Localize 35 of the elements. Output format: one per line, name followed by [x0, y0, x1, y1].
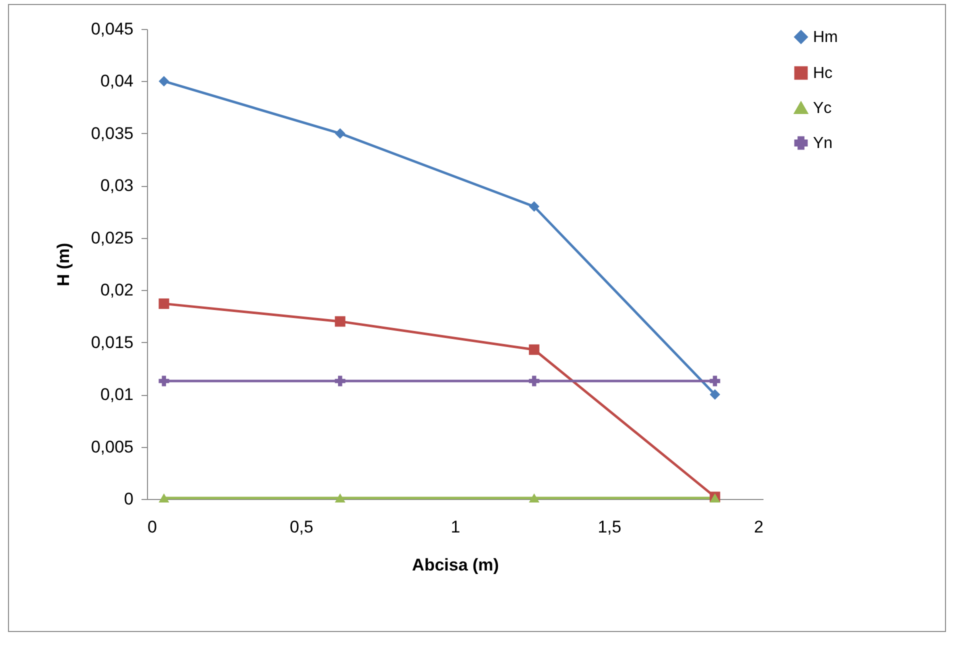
x-tick-label: 1: [450, 518, 460, 536]
point: [334, 128, 346, 139]
y-tick-label: 0,045: [90, 20, 134, 38]
point: [158, 376, 170, 386]
y-tick-label: 0,015: [90, 332, 134, 352]
point: [334, 493, 346, 502]
legend-label: Hm: [813, 29, 838, 46]
legend-label: Yc: [813, 100, 832, 117]
point: [158, 76, 170, 86]
point: [528, 201, 540, 212]
legend-label: Hc: [813, 65, 833, 82]
x-axis-title: Abcisa (m): [412, 556, 499, 574]
legend-label: Yn: [813, 135, 833, 152]
point: [334, 376, 346, 386]
x-tick-label: 1,5: [598, 518, 622, 536]
y-tick-label: 0,03: [100, 176, 134, 196]
x-tick-label: 0: [148, 518, 157, 536]
y-tick-label: 0,04: [100, 72, 134, 91]
y-axis-title: H (m): [54, 242, 73, 286]
point: [528, 344, 540, 355]
point: [528, 493, 540, 502]
y-tick-label: 0,035: [90, 124, 134, 143]
point: [528, 376, 540, 386]
y-tick-label: 0,02: [100, 280, 134, 300]
y-tick-label: 0: [124, 490, 134, 508]
point: [158, 493, 170, 502]
x-tick-label: 2: [754, 518, 764, 536]
point: [158, 298, 170, 309]
y-tick-label: 0,01: [100, 385, 134, 404]
y-tick-label: 0,005: [90, 437, 134, 456]
y-tick-label: 0,025: [90, 228, 134, 248]
point: [334, 316, 346, 327]
point: [710, 389, 720, 400]
x-tick-label: 0,5: [290, 518, 314, 536]
point: [710, 376, 720, 386]
